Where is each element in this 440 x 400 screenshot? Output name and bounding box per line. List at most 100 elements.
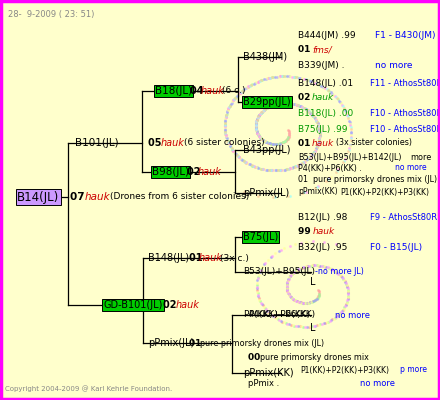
Text: P4(KK)+P6(KK): P4(KK)+P6(KK) [243, 310, 310, 320]
Point [222, 129, 229, 136]
Point [271, 101, 278, 108]
Point [257, 269, 264, 275]
Point [268, 312, 275, 318]
Point [305, 300, 312, 306]
Point [286, 130, 293, 136]
Point [285, 100, 292, 106]
Text: 01: 01 [189, 338, 205, 348]
Point [285, 275, 292, 282]
Text: 28-  9-2009 ( 23: 51): 28- 9-2009 ( 23: 51) [8, 10, 94, 19]
Point [221, 124, 228, 130]
Point [282, 137, 290, 144]
Point [298, 190, 305, 196]
Point [287, 73, 294, 80]
Point [285, 134, 292, 140]
Point [271, 101, 279, 107]
Point [230, 97, 237, 104]
Point [226, 142, 233, 148]
Point [310, 149, 317, 156]
Point [284, 289, 291, 295]
Point [305, 263, 312, 269]
Point [285, 166, 292, 172]
Point [253, 125, 260, 132]
Point [269, 102, 276, 108]
Point [222, 132, 229, 138]
Point [223, 112, 230, 118]
Point [253, 126, 260, 133]
Point [294, 298, 301, 305]
Point [270, 313, 277, 320]
Point [279, 318, 286, 325]
Point [263, 105, 270, 112]
Point [277, 100, 284, 106]
Point [343, 110, 350, 116]
Point [315, 124, 322, 130]
Point [284, 136, 291, 142]
Point [339, 275, 346, 281]
Point [221, 125, 228, 132]
Point [305, 108, 312, 114]
Point [254, 78, 261, 85]
Point [294, 266, 301, 273]
Point [290, 270, 297, 276]
Text: 07: 07 [70, 192, 88, 202]
Point [261, 166, 268, 173]
Point [283, 281, 290, 288]
Point [326, 265, 334, 272]
Point [246, 161, 253, 168]
Point [280, 139, 287, 145]
Point [304, 156, 311, 163]
Point [322, 320, 329, 326]
Point [306, 299, 313, 306]
Point [315, 290, 323, 296]
Point [332, 169, 339, 175]
Point [233, 93, 240, 99]
Text: B339(JM) .: B339(JM) . [298, 60, 345, 70]
Point [277, 73, 284, 80]
Point [264, 104, 271, 110]
Point [257, 134, 264, 140]
Point [319, 84, 326, 90]
Point [292, 297, 299, 304]
Text: hauk: hauk [312, 94, 334, 102]
Point [262, 76, 269, 82]
Point [304, 76, 311, 83]
Point [309, 298, 316, 305]
Point [234, 152, 241, 159]
Point [265, 75, 272, 81]
Point [299, 75, 306, 82]
Text: Copyright 2004-2009 @ Karl Kehrle Foundation.: Copyright 2004-2009 @ Karl Kehrle Founda… [5, 385, 172, 392]
Point [293, 298, 300, 304]
Point [260, 106, 268, 113]
Point [315, 139, 322, 145]
Point [291, 268, 298, 275]
Text: p more: p more [400, 366, 427, 374]
Point [275, 167, 282, 174]
Point [225, 140, 232, 146]
Point [307, 323, 314, 330]
Point [301, 264, 308, 270]
Point [315, 322, 323, 328]
Point [346, 145, 353, 151]
Point [271, 141, 278, 147]
Point [311, 148, 318, 154]
Point [253, 128, 260, 134]
Point [289, 74, 296, 80]
Point [271, 74, 279, 80]
Point [264, 139, 271, 146]
Point [253, 119, 260, 126]
Point [307, 299, 314, 306]
Point [252, 80, 259, 86]
Point [303, 323, 310, 330]
Text: 01: 01 [298, 138, 317, 148]
Point [266, 103, 273, 109]
Point [276, 100, 283, 106]
Point [294, 162, 301, 169]
Point [284, 166, 291, 172]
Point [325, 87, 332, 94]
Point [327, 174, 334, 180]
Point [235, 153, 242, 159]
Point [316, 130, 323, 136]
Point [279, 139, 286, 146]
Point [311, 184, 318, 191]
